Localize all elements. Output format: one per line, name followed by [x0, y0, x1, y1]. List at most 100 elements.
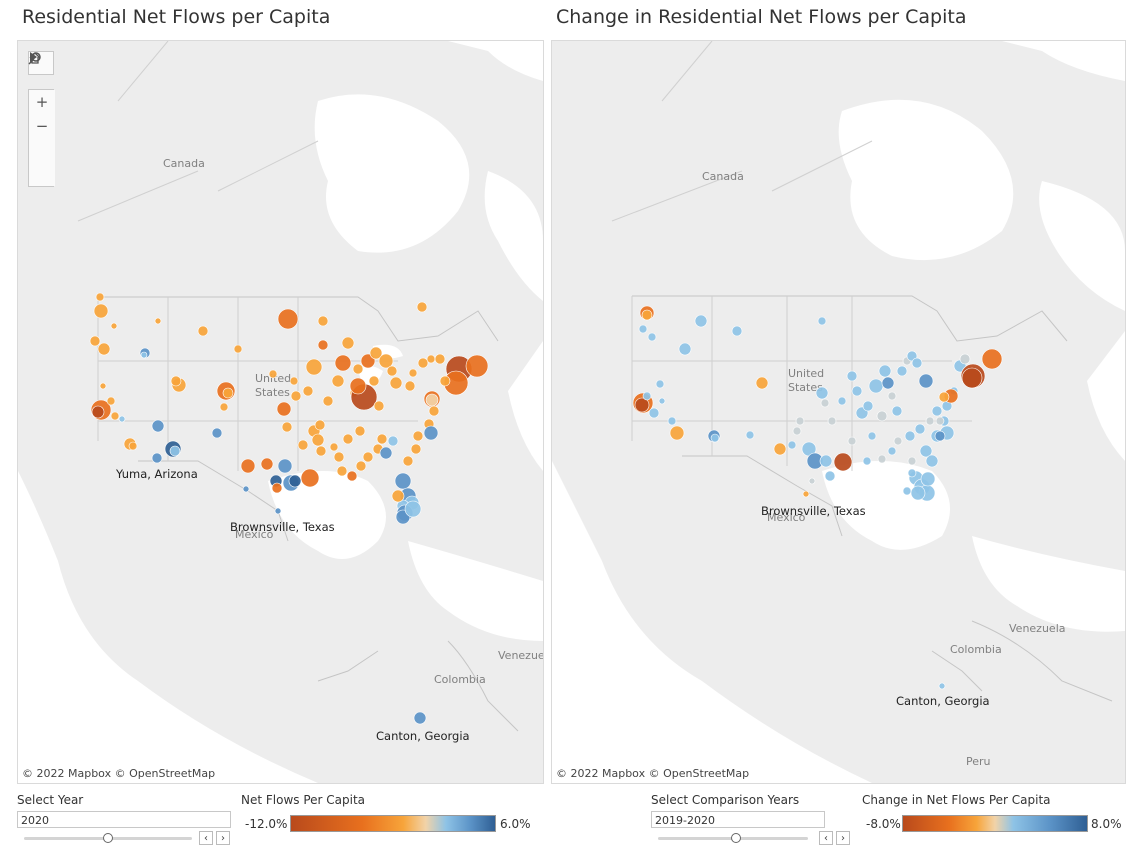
- flow-marker[interactable]: [336, 465, 348, 477]
- flow-marker[interactable]: [981, 348, 1003, 370]
- flow-marker[interactable]: [311, 433, 325, 447]
- flow-marker[interactable]: [379, 446, 393, 460]
- flow-marker[interactable]: [817, 316, 827, 326]
- flow-marker[interactable]: [819, 454, 833, 468]
- flow-marker[interactable]: [91, 405, 105, 419]
- zoom-in-button[interactable]: +: [29, 90, 55, 114]
- flow-marker[interactable]: [658, 397, 666, 405]
- flow-marker[interactable]: [333, 451, 345, 463]
- flow-marker[interactable]: [222, 387, 234, 399]
- flow-marker[interactable]: [902, 486, 912, 496]
- flow-marker[interactable]: [710, 433, 720, 443]
- flow-marker[interactable]: [938, 391, 950, 403]
- flow-marker[interactable]: [151, 419, 165, 433]
- flow-marker[interactable]: [426, 354, 436, 364]
- comparison-next-button[interactable]: ›: [836, 831, 850, 845]
- flow-marker[interactable]: [317, 339, 329, 351]
- flow-marker[interactable]: [904, 430, 916, 442]
- flow-marker[interactable]: [938, 682, 946, 690]
- year-prev-button[interactable]: ‹: [199, 831, 213, 845]
- flow-marker[interactable]: [846, 370, 858, 382]
- flow-marker[interactable]: [360, 353, 376, 369]
- flow-marker[interactable]: [439, 375, 451, 387]
- flow-marker[interactable]: [297, 439, 309, 451]
- select-year-input[interactable]: 2020: [17, 811, 231, 828]
- flow-marker[interactable]: [387, 435, 399, 447]
- flow-marker[interactable]: [669, 425, 685, 441]
- left-map-canvas[interactable]: Canada United States Mexico Colombia Ven…: [18, 41, 543, 783]
- flow-marker[interactable]: [290, 390, 302, 402]
- reset-home-button[interactable]: [29, 52, 55, 162]
- flow-marker[interactable]: [465, 354, 489, 378]
- flow-marker[interactable]: [233, 344, 243, 354]
- flow-marker[interactable]: [410, 443, 422, 455]
- flow-marker[interactable]: [342, 433, 354, 445]
- flow-marker[interactable]: [896, 365, 908, 377]
- flow-marker[interactable]: [851, 385, 863, 397]
- right-map-canvas[interactable]: Canada United States Mexico Colombia Ven…: [552, 41, 1125, 783]
- flow-marker[interactable]: [240, 458, 256, 474]
- flow-marker[interactable]: [277, 458, 293, 474]
- flow-marker[interactable]: [862, 456, 872, 466]
- flow-marker[interactable]: [648, 407, 660, 419]
- flow-marker[interactable]: [887, 391, 897, 401]
- left-map[interactable]: Canada United States Mexico Colombia Ven…: [17, 40, 544, 784]
- select-comparison-input[interactable]: 2019-2020: [651, 811, 825, 828]
- flow-marker[interactable]: [881, 376, 895, 390]
- flow-marker[interactable]: [820, 398, 830, 408]
- flow-marker[interactable]: [99, 382, 107, 390]
- flow-marker[interactable]: [893, 436, 903, 446]
- flow-marker[interactable]: [425, 393, 439, 407]
- flow-marker[interactable]: [317, 315, 329, 327]
- flow-marker[interactable]: [394, 472, 412, 490]
- flow-marker[interactable]: [389, 376, 403, 390]
- flow-marker[interactable]: [907, 468, 917, 478]
- flow-marker[interactable]: [833, 452, 853, 472]
- flow-marker[interactable]: [404, 500, 422, 518]
- flow-marker[interactable]: [642, 391, 652, 401]
- flow-marker[interactable]: [314, 419, 326, 431]
- flow-marker[interactable]: [352, 363, 364, 375]
- flow-marker[interactable]: [140, 351, 148, 359]
- flow-marker[interactable]: [376, 433, 388, 445]
- flow-marker[interactable]: [368, 375, 380, 387]
- flow-marker[interactable]: [876, 410, 888, 422]
- flow-marker[interactable]: [416, 301, 428, 313]
- flow-marker[interactable]: [755, 376, 769, 390]
- flow-marker[interactable]: [787, 440, 797, 450]
- flow-marker[interactable]: [93, 303, 109, 319]
- flow-marker[interactable]: [281, 421, 293, 433]
- flow-marker[interactable]: [242, 485, 250, 493]
- flow-marker[interactable]: [911, 357, 923, 369]
- flow-marker[interactable]: [260, 457, 274, 471]
- flow-marker[interactable]: [154, 317, 162, 325]
- flow-marker[interactable]: [362, 451, 374, 463]
- flow-marker[interactable]: [773, 442, 787, 456]
- flow-marker[interactable]: [641, 309, 653, 321]
- flow-marker[interactable]: [434, 353, 446, 365]
- flow-marker[interactable]: [868, 378, 884, 394]
- change-markers[interactable]: [632, 305, 1003, 690]
- expand-toolbar-button[interactable]: [29, 52, 55, 186]
- flow-marker[interactable]: [110, 411, 120, 421]
- flow-marker[interactable]: [731, 325, 743, 337]
- flow-marker[interactable]: [428, 405, 440, 417]
- flow-marker[interactable]: [268, 369, 278, 379]
- flow-marker[interactable]: [678, 342, 692, 356]
- year-slider-thumb[interactable]: [103, 833, 113, 843]
- flow-marker[interactable]: [877, 454, 887, 464]
- flow-marker[interactable]: [211, 427, 223, 439]
- flow-marker[interactable]: [925, 454, 939, 468]
- flow-marker[interactable]: [920, 471, 936, 487]
- flow-marker[interactable]: [891, 405, 903, 417]
- flow-marker[interactable]: [837, 396, 847, 406]
- flow-marker[interactable]: [346, 470, 358, 482]
- flow-marker[interactable]: [402, 455, 414, 467]
- flow-marker[interactable]: [417, 357, 429, 369]
- flow-marker[interactable]: [795, 416, 805, 426]
- flow-marker[interactable]: [89, 335, 101, 347]
- flow-marker[interactable]: [97, 342, 111, 356]
- zoom-out-button[interactable]: −: [29, 114, 55, 138]
- flow-marker[interactable]: [334, 354, 352, 372]
- right-map[interactable]: Canada United States Mexico Colombia Ven…: [551, 40, 1126, 784]
